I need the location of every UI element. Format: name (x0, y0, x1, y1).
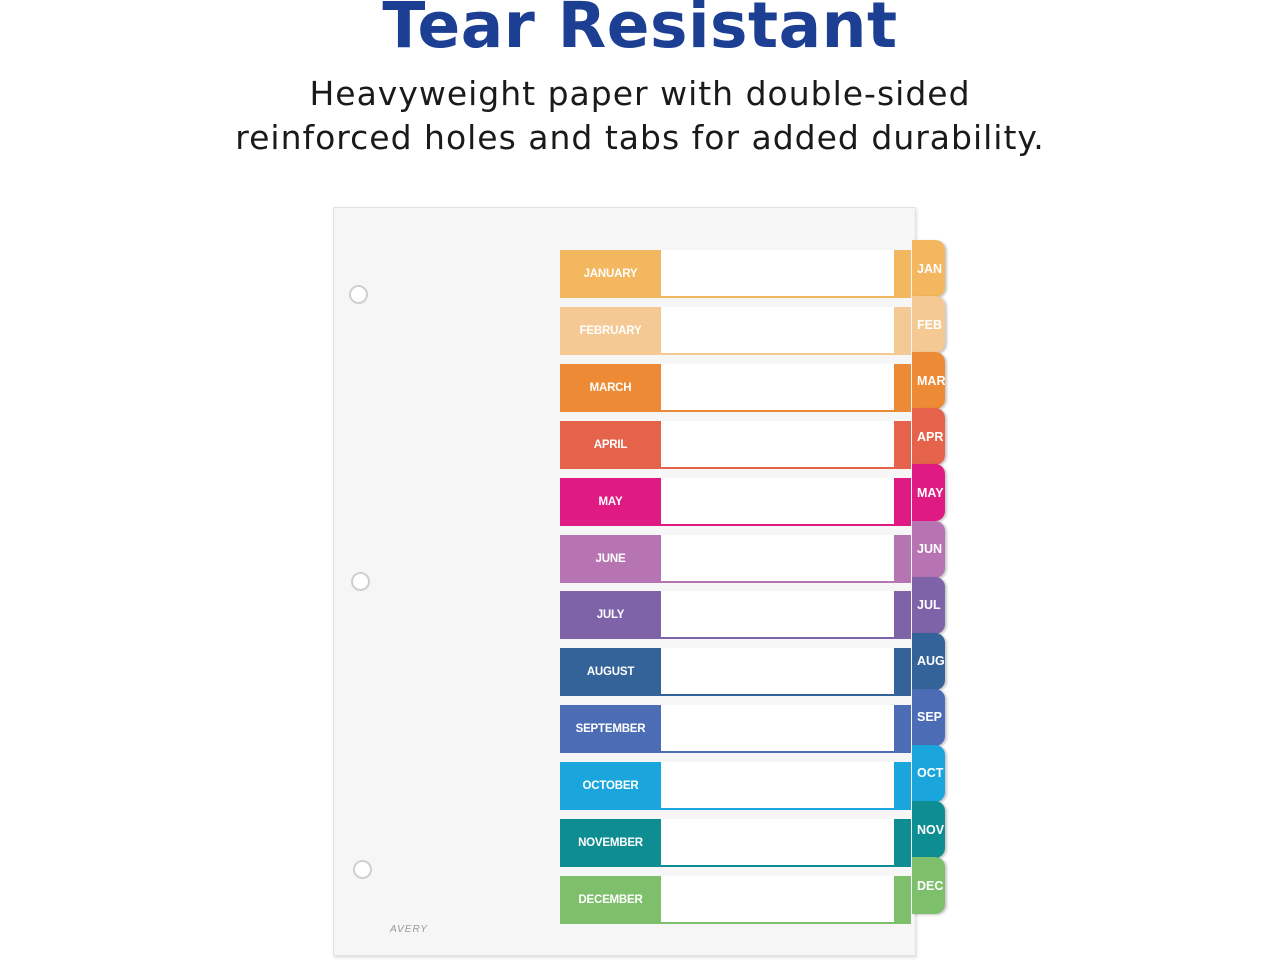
subtitle-line-1: Heavyweight paper with double-sided (309, 74, 971, 113)
divider-sheet: AVERY JANUARY FEBRUARY MARCH APRIL MAY JUNE JU… (333, 207, 916, 956)
month-row: MAY (560, 477, 912, 526)
month-tab[interactable]: APR (912, 408, 945, 466)
month-color-strip (894, 875, 911, 924)
month-row: MARCH (560, 363, 912, 412)
month-row: JULY (560, 591, 912, 640)
month-label: DECEMBER (560, 875, 661, 924)
month-color-strip (894, 250, 911, 298)
month-row: SEPTEMBER (560, 705, 912, 754)
month-write-field (661, 420, 894, 469)
month-write-field (661, 306, 894, 355)
month-tab[interactable]: MAR (912, 352, 945, 410)
month-write-field (661, 477, 894, 526)
month-tab[interactable]: JUL (912, 576, 945, 634)
month-tab[interactable]: SEP (912, 688, 945, 746)
month-color-strip (894, 306, 911, 355)
month-tab[interactable]: NOV (912, 801, 945, 858)
month-label: OCTOBER (560, 762, 661, 811)
month-row: JANUARY (560, 250, 912, 298)
month-tab[interactable]: AUG (912, 632, 945, 690)
month-write-field (661, 875, 894, 924)
month-write-field (661, 819, 894, 867)
month-label: JULY (560, 591, 661, 640)
month-write-field (661, 250, 894, 298)
subtitle-line-2: reinforced holes and tabs for added dura… (235, 118, 1045, 157)
month-write-field (661, 534, 894, 583)
month-row: OCTOBER (560, 762, 912, 811)
month-color-strip (894, 420, 911, 469)
punch-hole-top (349, 285, 368, 304)
month-color-strip (894, 648, 911, 697)
month-label: AUGUST (560, 648, 661, 697)
month-write-field (661, 648, 894, 697)
month-color-strip (894, 363, 911, 412)
month-label: MARCH (560, 363, 661, 412)
month-label: MAY (560, 477, 661, 526)
punch-hole-bottom (353, 860, 372, 879)
month-tab[interactable]: FEB (912, 296, 945, 354)
month-row: AUGUST (560, 648, 912, 697)
month-row: DECEMBER (560, 875, 912, 924)
month-label: APRIL (560, 420, 661, 469)
month-label: JUNE (560, 534, 661, 583)
month-tab[interactable]: JUN (912, 520, 945, 578)
month-tab[interactable]: MAY (912, 464, 945, 522)
month-color-strip (894, 705, 911, 754)
month-color-strip (894, 762, 911, 811)
page-title: Tear Resistant (382, 0, 898, 62)
month-write-field (661, 363, 894, 412)
month-color-strip (894, 534, 911, 583)
month-write-field (661, 705, 894, 754)
month-row: JUNE (560, 534, 912, 583)
month-tab[interactable]: JAN (912, 240, 945, 297)
brand-logo: AVERY (390, 924, 428, 935)
punch-hole-middle (351, 572, 370, 591)
month-color-strip (894, 819, 911, 867)
month-row: APRIL (560, 420, 912, 469)
month-tab[interactable]: DEC (912, 857, 945, 915)
month-color-strip (894, 591, 911, 640)
month-row: FEBRUARY (560, 306, 912, 355)
month-color-strip (894, 477, 911, 526)
month-row: NOVEMBER (560, 819, 912, 867)
month-label: NOVEMBER (560, 819, 661, 867)
month-write-field (661, 762, 894, 811)
month-label: FEBRUARY (560, 306, 661, 355)
month-label: JANUARY (560, 250, 661, 298)
month-tab[interactable]: OCT (912, 744, 945, 802)
month-label: SEPTEMBER (560, 705, 661, 754)
month-write-field (661, 591, 894, 640)
